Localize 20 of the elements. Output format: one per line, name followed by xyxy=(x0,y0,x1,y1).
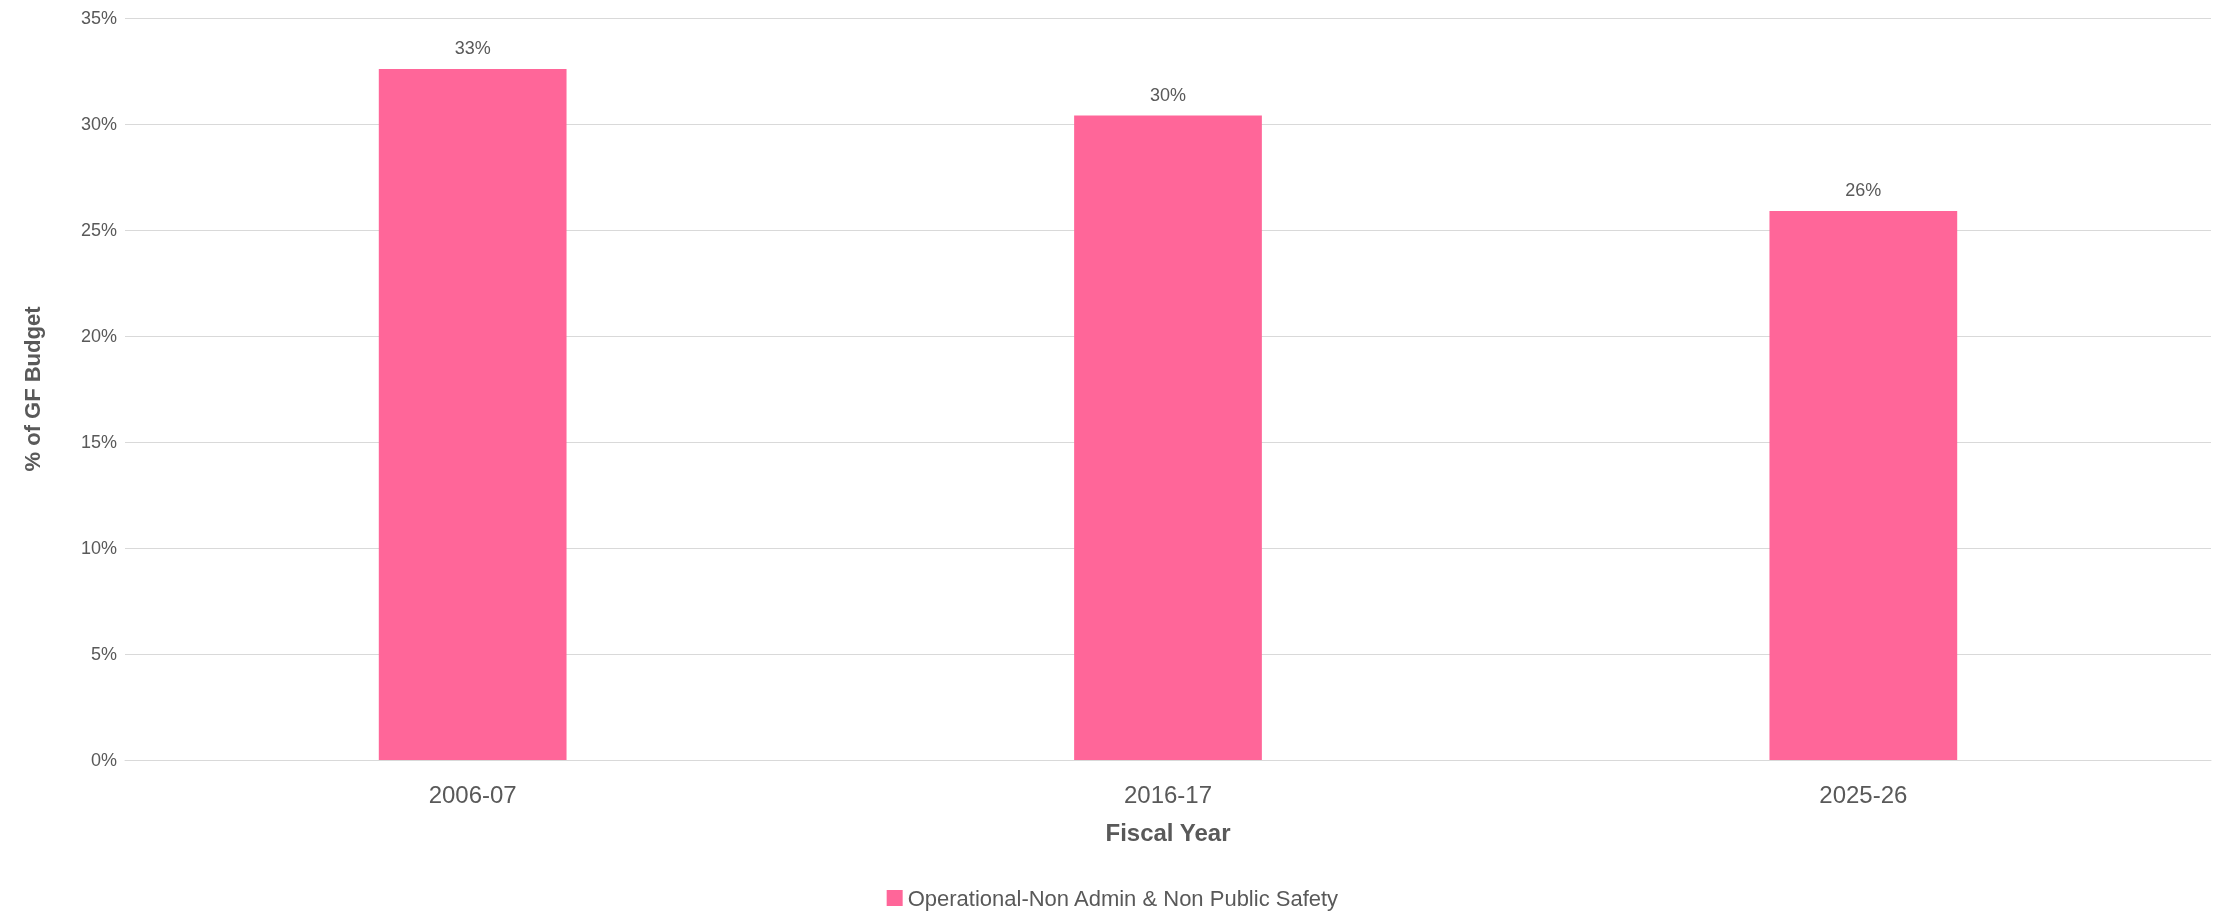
y-tick-label: 25% xyxy=(80,220,117,240)
y-tick-label: 5% xyxy=(90,644,117,664)
y-tick-label: 10% xyxy=(80,538,117,558)
legend-label: Operational-Non Admin & Non Public Safety xyxy=(907,885,1339,911)
x-tick-label: 2025-26 xyxy=(1819,780,1908,808)
bar xyxy=(1074,115,1262,760)
data-label: 30% xyxy=(1149,84,1187,105)
x-tick-label: 2016-17 xyxy=(1123,780,1213,808)
y-tick-label: 30% xyxy=(80,114,117,134)
data-label: 33% xyxy=(454,37,491,58)
y-tick-label: 15% xyxy=(80,432,117,452)
y-tick-label: 0% xyxy=(90,750,117,770)
bar xyxy=(378,68,567,760)
bar xyxy=(1769,210,1958,760)
y-axis-title: % of GF Budget xyxy=(19,305,45,472)
y-tick-label: 20% xyxy=(80,326,117,346)
y-tick-label: 35% xyxy=(80,8,117,28)
x-tick-label: 2006-07 xyxy=(428,780,517,808)
data-label: 26% xyxy=(1845,179,1882,200)
x-axis-title: Fiscal Year xyxy=(1105,818,1231,846)
